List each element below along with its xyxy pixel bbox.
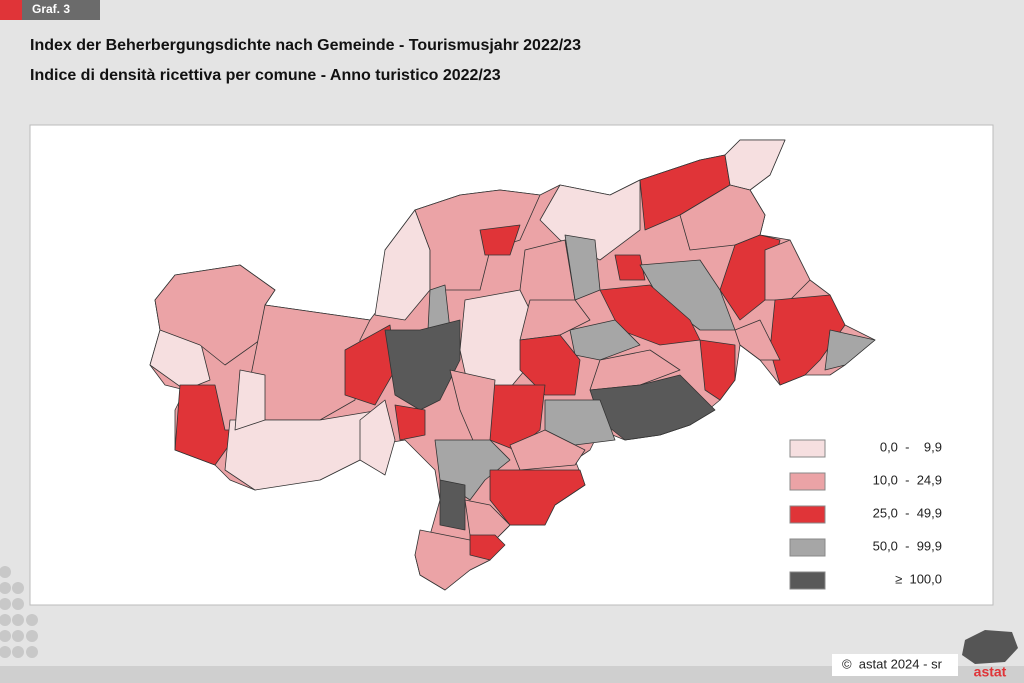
municipality: [234, 369, 266, 431]
legend-swatch: [789, 472, 826, 491]
municipality: [359, 399, 396, 476]
municipality: [479, 224, 521, 256]
tag: Graf. 3: [32, 2, 70, 16]
legend-swatch: [789, 439, 826, 458]
municipality: [679, 184, 766, 251]
municipality: [569, 319, 641, 361]
tag-accent: [0, 0, 22, 20]
dot-decoration: [0, 566, 38, 658]
copyright: © astat 2024 - sr: [842, 656, 943, 671]
footer-bar: [0, 666, 1024, 683]
map: [149, 139, 876, 591]
municipality: [589, 349, 681, 391]
municipality: [344, 324, 396, 406]
municipality: [394, 404, 426, 441]
legend-label: 10,0 - 24,9: [873, 472, 942, 487]
municipality: [519, 299, 591, 341]
logo: astat: [974, 664, 1007, 680]
municipality: [384, 319, 461, 411]
municipality: [439, 479, 466, 531]
municipality: [764, 239, 811, 301]
title-de: Index der Beherbergungsdichte nach Gemei…: [30, 37, 581, 54]
municipality: [589, 374, 716, 441]
copyright-box: [832, 654, 958, 676]
legend-swatch: [789, 538, 826, 557]
municipality: [614, 254, 646, 281]
municipality: [464, 499, 511, 541]
municipality: [544, 399, 616, 446]
legend-label: 0,0 - 9,9: [880, 439, 942, 454]
title-it: Indice di densità ricettiva per comune -…: [30, 67, 501, 84]
municipality: [519, 334, 581, 396]
logo-shape: [962, 630, 1018, 664]
municipality: [824, 329, 876, 371]
municipality: [509, 429, 586, 471]
legend-label: 50,0 - 99,9: [873, 538, 942, 553]
legend-label: 25,0 - 49,9: [873, 505, 942, 520]
legend-label: ≥ 100,0: [895, 571, 942, 586]
municipality: [469, 534, 506, 561]
legend-swatch: [789, 571, 826, 590]
tag-box: [22, 0, 100, 20]
municipality: [699, 339, 736, 401]
municipality: [734, 319, 781, 361]
municipality: [149, 329, 211, 391]
legend-swatch: [789, 505, 826, 524]
legend: 0,0 - 9,9 10,0 - 24,9 25,0 - 49,9 50,0 - 99…: [789, 439, 942, 590]
municipality: [489, 469, 586, 526]
